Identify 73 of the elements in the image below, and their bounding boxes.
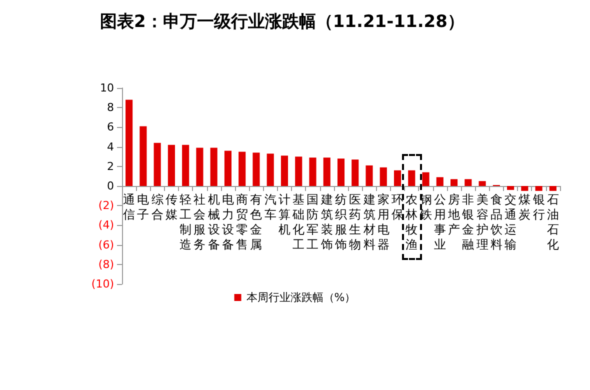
x-tick-label: 农林牧渔	[404, 192, 418, 252]
y-tick-label: 2	[107, 160, 114, 173]
bar	[266, 154, 274, 186]
x-tick-label: 建筑材料	[362, 192, 376, 252]
bar	[126, 100, 133, 186]
x-tick-label: 房地产	[447, 192, 460, 236]
x-tick-label: 国防军工	[306, 192, 319, 252]
bar	[337, 158, 345, 186]
y-tick-label: (8)	[98, 258, 114, 271]
bar	[182, 144, 190, 186]
bar	[224, 150, 232, 186]
x-tick-label: 综合	[151, 192, 164, 222]
y-tick-label: 10	[100, 82, 114, 94]
legend-label: 本周行业涨跌幅（%）	[246, 291, 356, 304]
x-tick-label: 轻工制造	[180, 192, 192, 252]
bar	[196, 148, 204, 186]
bar	[252, 152, 260, 186]
y-tick-label: 6	[107, 120, 114, 134]
x-tick-label: 食品饮料	[489, 192, 502, 252]
x-tick-label: 电子	[137, 192, 150, 222]
bar	[521, 186, 528, 191]
x-tick-label: 纺织服饰	[334, 192, 347, 252]
x-tick-label: 医药生物	[349, 192, 362, 252]
bar	[408, 170, 416, 186]
bar	[394, 170, 402, 186]
x-tick-label: 银行	[532, 192, 545, 222]
bar	[450, 179, 458, 186]
bar	[507, 186, 514, 190]
bar	[436, 177, 444, 186]
bar	[210, 148, 218, 186]
x-tick-label: 美容护理	[475, 192, 488, 252]
x-tick-label: 非银金融	[461, 192, 474, 252]
y-tick-label: (6)	[98, 238, 114, 252]
bar	[352, 160, 359, 186]
x-tick-label: 计算机	[278, 192, 290, 236]
bar	[309, 158, 316, 186]
x-tick-label: 家用电器	[377, 192, 390, 252]
bar	[549, 186, 556, 191]
bar	[238, 152, 246, 186]
bar	[323, 158, 330, 186]
x-tick-label: 基础化工	[292, 192, 305, 252]
bar	[380, 167, 387, 186]
x-tick-label: 环保	[392, 192, 404, 222]
bar	[422, 172, 430, 186]
chart-title: 图表2：申万一级行业涨跌幅（11.21-11.28）	[100, 11, 464, 33]
y-tick-label: 4	[107, 140, 114, 154]
y-tick-label: (4)	[98, 218, 114, 232]
x-tick-label: 煤炭	[518, 192, 531, 222]
x-tick-label: 建筑装饰	[320, 192, 333, 252]
bar	[154, 142, 161, 186]
y-tick-label: 8	[107, 101, 114, 114]
bar	[366, 165, 373, 186]
x-tick-label: 石油石化	[546, 192, 559, 252]
bar	[168, 144, 175, 186]
x-tick-label: 交通运输	[504, 192, 517, 252]
bar	[464, 179, 472, 186]
x-tick-label: 公用事业	[434, 192, 446, 252]
x-tick-label: 商贸零售	[236, 192, 248, 252]
x-tick-label: 汽车	[264, 192, 276, 222]
x-tick-label: 通信	[123, 192, 136, 222]
x-tick-label: 有色金属	[250, 192, 262, 252]
bar	[280, 156, 288, 186]
y-tick-label: (2)	[98, 199, 114, 212]
x-tick-label: 电力设备	[222, 192, 234, 252]
x-tick-label: 社会服务	[194, 192, 206, 252]
bar	[535, 186, 542, 191]
bar	[478, 181, 486, 186]
y-tick-label: (10)	[91, 278, 114, 290]
y-tick-label: 0	[107, 180, 114, 192]
bar	[295, 156, 302, 186]
bar	[140, 126, 147, 186]
x-tick-label: 传媒	[165, 192, 178, 222]
x-tick-label: 机械设备	[208, 192, 220, 252]
